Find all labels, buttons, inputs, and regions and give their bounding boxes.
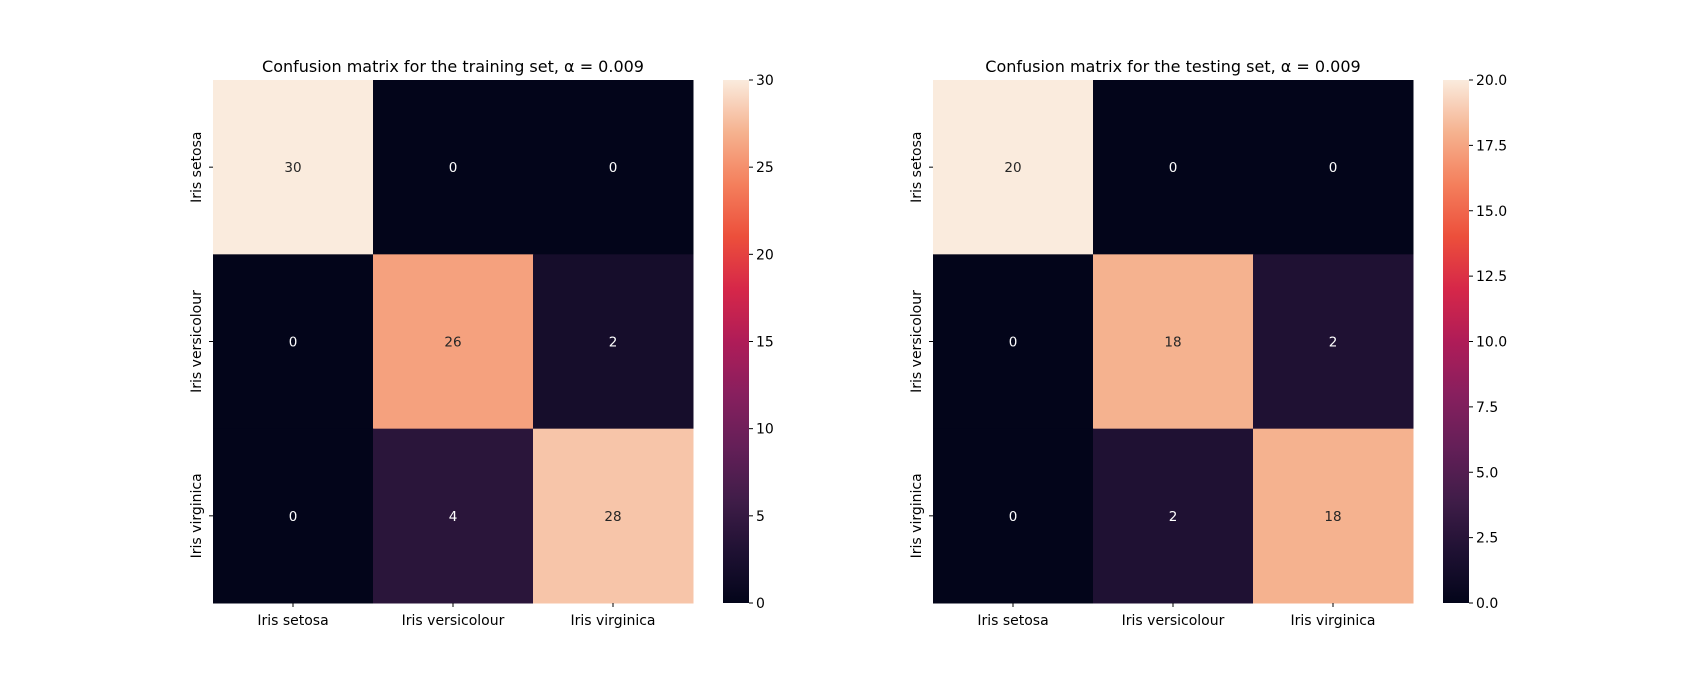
heatmap-cell bbox=[533, 80, 694, 255]
y-tick-label: Iris versicolour bbox=[189, 290, 205, 393]
x-tick-label: Iris setosa bbox=[977, 613, 1048, 629]
colorbar bbox=[723, 80, 749, 603]
heatmap-cell bbox=[213, 254, 374, 430]
cell-value-label: 0 bbox=[289, 509, 298, 525]
colorbar-tick-label: 20 bbox=[756, 247, 774, 263]
cell-value-label: 0 bbox=[449, 160, 458, 176]
heatmap-cell bbox=[1253, 428, 1414, 604]
heatmap-cell bbox=[1093, 428, 1254, 604]
colorbar-tick-label: 5.0 bbox=[1476, 465, 1498, 481]
heatmap-cell bbox=[213, 80, 374, 255]
heatmap-cell bbox=[1093, 254, 1254, 430]
colorbar-tick-label: 7.5 bbox=[1476, 400, 1498, 416]
heatmap-panel-1: Confusion matrix for the training set, α… bbox=[189, 57, 774, 629]
y-tick-label: Iris virginica bbox=[909, 473, 925, 558]
colorbar-tick-label: 10 bbox=[756, 422, 774, 438]
cell-value-label: 28 bbox=[604, 509, 621, 525]
x-tick-label: Iris virginica bbox=[1290, 613, 1375, 629]
cell-value-label: 0 bbox=[1329, 160, 1338, 176]
cell-value-label: 0 bbox=[609, 160, 618, 176]
heatmap-cell bbox=[533, 428, 694, 604]
y-tick-label: Iris versicolour bbox=[909, 290, 925, 393]
x-tick-label: Iris versicolour bbox=[402, 613, 505, 629]
colorbar-tick-label: 15.0 bbox=[1476, 204, 1507, 220]
heatmap-cell bbox=[373, 254, 534, 430]
colorbar bbox=[1443, 80, 1469, 603]
cell-value-label: 30 bbox=[284, 160, 301, 176]
colorbar-tick-label: 5 bbox=[756, 509, 765, 525]
cell-value-label: 0 bbox=[1009, 509, 1018, 525]
y-tick-label: Iris setosa bbox=[189, 131, 205, 202]
colorbar-tick-label: 12.5 bbox=[1476, 269, 1507, 285]
heatmap-cell bbox=[1253, 254, 1414, 430]
heatmap-cell bbox=[213, 428, 374, 604]
heatmap-cell bbox=[1093, 80, 1254, 255]
cell-value-label: 18 bbox=[1164, 335, 1181, 351]
cell-value-label: 2 bbox=[609, 335, 618, 351]
x-tick-label: Iris setosa bbox=[257, 613, 328, 629]
colorbar-tick-label: 30 bbox=[756, 73, 774, 89]
cell-value-label: 20 bbox=[1004, 160, 1021, 176]
heatmap-cell bbox=[373, 80, 534, 255]
colorbar-tick-label: 2.5 bbox=[1476, 531, 1498, 547]
cell-value-label: 0 bbox=[1169, 160, 1178, 176]
cell-value-label: 0 bbox=[1009, 335, 1018, 351]
colorbar-tick-label: 20.0 bbox=[1476, 73, 1507, 89]
chart-title: Confusion matrix for the training set, α… bbox=[262, 57, 644, 76]
heatmap-cell bbox=[1253, 80, 1414, 255]
colorbar-tick-label: 17.5 bbox=[1476, 138, 1507, 154]
heatmap-cell bbox=[533, 254, 694, 430]
heatmap-cell bbox=[933, 428, 1094, 604]
chart-title: Confusion matrix for the testing set, α … bbox=[985, 57, 1360, 76]
colorbar-tick-label: 10.0 bbox=[1476, 335, 1507, 351]
y-tick-label: Iris virginica bbox=[189, 473, 205, 558]
y-tick-label: Iris setosa bbox=[909, 131, 925, 202]
cell-value-label: 2 bbox=[1329, 335, 1338, 351]
cell-value-label: 18 bbox=[1324, 509, 1341, 525]
x-tick-label: Iris virginica bbox=[570, 613, 655, 629]
colorbar-tick-label: 0.0 bbox=[1476, 596, 1498, 612]
heatmap-cell bbox=[373, 428, 534, 604]
x-tick-label: Iris versicolour bbox=[1122, 613, 1225, 629]
colorbar-tick-label: 25 bbox=[756, 160, 774, 176]
cell-value-label: 2 bbox=[1169, 509, 1178, 525]
heatmap-cell bbox=[933, 80, 1094, 255]
heatmap-cell bbox=[933, 254, 1094, 430]
cell-value-label: 4 bbox=[449, 509, 458, 525]
heatmap-panel-2: Confusion matrix for the testing set, α … bbox=[909, 57, 1507, 629]
colorbar-tick-label: 15 bbox=[756, 335, 774, 351]
colorbar-tick-label: 0 bbox=[756, 596, 765, 612]
cell-value-label: 26 bbox=[444, 335, 461, 351]
cell-value-label: 0 bbox=[289, 335, 298, 351]
